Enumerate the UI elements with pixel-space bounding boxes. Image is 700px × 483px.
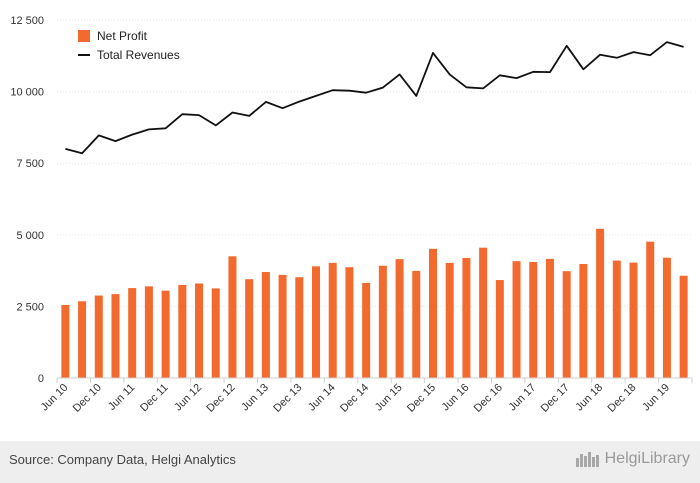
x-tick-label: Jun 14 xyxy=(306,382,338,414)
x-tick-label: Jun 11 xyxy=(106,382,137,413)
net-profit-bar xyxy=(629,262,638,378)
net-profit-bars xyxy=(61,228,688,378)
net-profit-bar xyxy=(395,259,404,378)
net-profit-bar xyxy=(312,266,321,378)
y-tick-label: 0 xyxy=(38,373,44,385)
x-tick-label: Jun 18 xyxy=(573,382,605,414)
net-profit-bar xyxy=(679,275,688,378)
y-axis: 0 2 500 5 000 7 500 10 000 12 500 xyxy=(10,15,44,385)
x-tick-label: Jun 19 xyxy=(640,382,672,414)
x-tick-label: Dec 16 xyxy=(472,382,505,415)
net-profit-bar xyxy=(94,295,103,378)
y-tick-label: 10 000 xyxy=(10,87,44,99)
net-profit-bar xyxy=(596,228,605,378)
legend-net-profit-label: Net Profit xyxy=(97,29,148,43)
y-tick-label: 7 500 xyxy=(16,158,44,170)
x-tick-label: Dec 10 xyxy=(71,382,104,415)
net-profit-bar xyxy=(562,271,571,378)
net-profit-bar xyxy=(211,288,220,378)
x-tick-label: Dec 15 xyxy=(405,382,438,415)
total-revenues-line xyxy=(65,41,684,155)
net-profit-bar xyxy=(144,286,153,378)
net-profit-bar xyxy=(61,304,70,378)
net-profit-bar xyxy=(428,248,437,378)
legend: Net Profit Total Revenues xyxy=(78,29,180,62)
net-profit-bar xyxy=(261,272,270,378)
net-profit-bar xyxy=(445,262,454,378)
net-profit-bar xyxy=(228,256,237,378)
net-profit-bar xyxy=(78,301,87,378)
net-profit-bar xyxy=(178,284,187,378)
x-tick-label: Dec 13 xyxy=(271,382,304,415)
logo-text: HelgiLibrary xyxy=(604,450,690,467)
net-profit-bar xyxy=(662,257,671,378)
net-profit-bar xyxy=(378,265,387,378)
net-profit-bar xyxy=(579,264,588,378)
net-profit-bar xyxy=(128,288,137,378)
x-tick-label: Jun 16 xyxy=(440,382,472,414)
helgi-library-logo[interactable]: HelgiLibrary xyxy=(575,450,690,468)
x-tick-label: Jun 15 xyxy=(373,382,405,414)
y-tick-label: 12 500 xyxy=(10,15,44,27)
x-tick-label: Jun 10 xyxy=(39,382,71,414)
net-profit-bar xyxy=(462,257,471,378)
net-profit-bar xyxy=(161,290,170,378)
x-tick-label: Dec 11 xyxy=(138,382,171,415)
x-tick-label: Jun 13 xyxy=(239,382,271,414)
x-axis: Jun 10 Dec 10 Jun 11 Dec 11 Jun 12 Dec 12 Jun … xyxy=(39,377,693,415)
x-tick-label: Jun 12 xyxy=(172,382,204,414)
net-profit-bar xyxy=(545,258,554,378)
net-profit-bar xyxy=(479,247,488,378)
x-tick-label: Dec 18 xyxy=(605,382,638,415)
total-revenues-line-path xyxy=(65,41,684,155)
net-profit-bar xyxy=(529,262,538,378)
net-profit-bar xyxy=(412,270,421,378)
net-profit-bar xyxy=(111,294,120,378)
net-profit-bar xyxy=(646,241,655,378)
x-tick-label: Jun 17 xyxy=(507,382,539,414)
source-note: Source: Company Data, Helgi Analytics xyxy=(9,452,236,467)
y-tick-label: 2 500 xyxy=(16,301,44,313)
net-profit-bar xyxy=(328,262,337,378)
x-tick-label: Dec 14 xyxy=(338,382,371,415)
x-tick-label: Dec 12 xyxy=(204,382,237,415)
net-profit-bar xyxy=(245,279,254,378)
footer: Source: Company Data, Helgi Analytics He… xyxy=(0,441,700,483)
net-profit-bar xyxy=(612,260,621,378)
net-profit-bar xyxy=(362,282,371,378)
x-tick-label: Dec 17 xyxy=(539,382,572,415)
net-profit-bar xyxy=(345,267,354,378)
net-profit-bar xyxy=(512,261,521,378)
net-profit-bar xyxy=(278,274,287,378)
legend-total-revenues-label: Total Revenues xyxy=(97,48,180,62)
net-profit-bar xyxy=(195,283,204,378)
net-profit-bar xyxy=(495,280,504,378)
library-icon xyxy=(575,452,599,467)
net-profit-bar xyxy=(295,277,304,378)
legend-net-profit-swatch xyxy=(78,30,90,42)
y-tick-label: 5 000 xyxy=(16,230,44,242)
